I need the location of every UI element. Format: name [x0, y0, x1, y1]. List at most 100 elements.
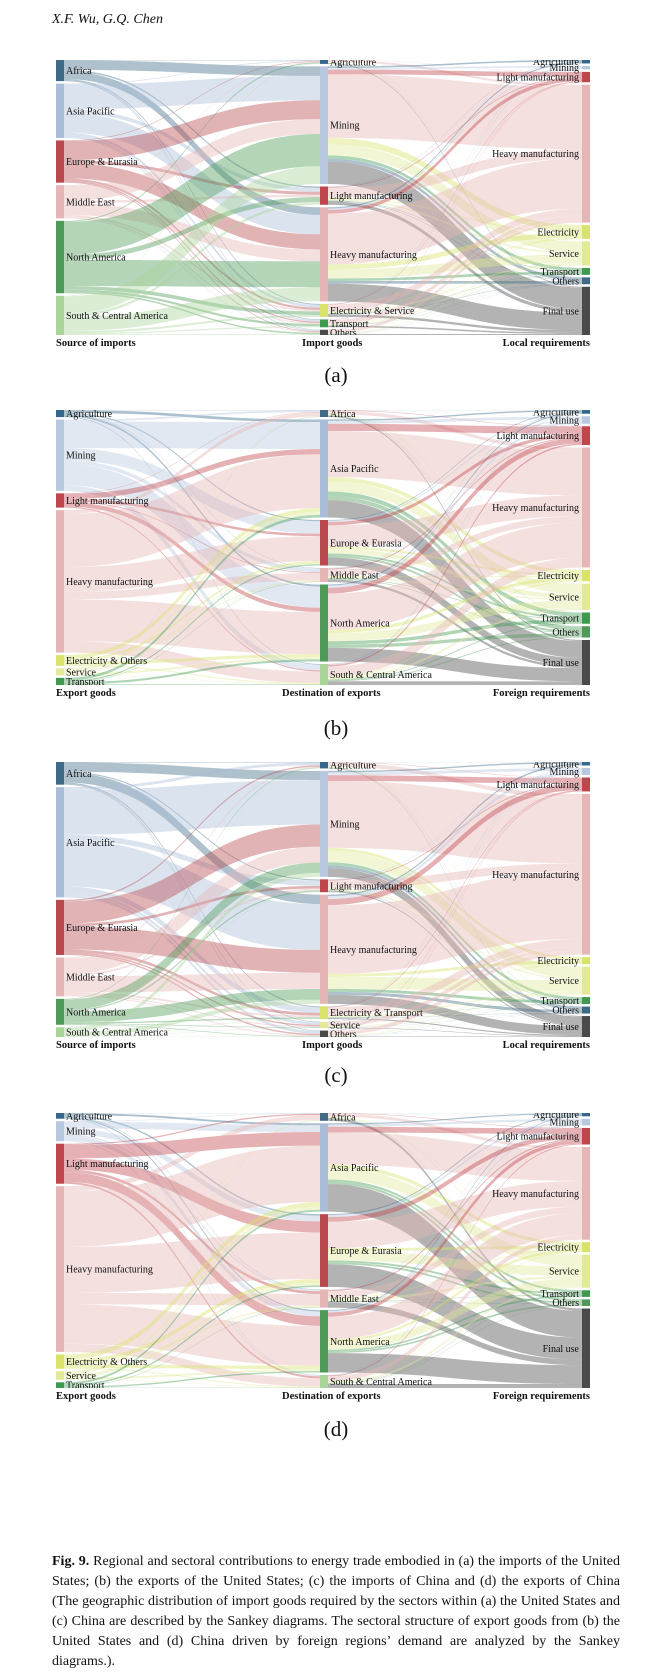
flow-links — [64, 60, 582, 335]
flow-link — [64, 1169, 320, 1295]
flow-link — [328, 238, 582, 325]
node-bar-light-manufacturing — [320, 186, 328, 205]
flow-link — [64, 180, 320, 323]
flow-link — [64, 1369, 320, 1380]
flow-link — [328, 1123, 582, 1291]
flow-link — [328, 412, 582, 586]
node-bar-middle-east — [320, 1289, 328, 1308]
node-bar-others — [582, 277, 590, 285]
flow-link — [64, 949, 320, 1016]
flow-link — [328, 516, 582, 577]
flow-link — [328, 577, 582, 634]
figure-caption: Fig. 9. Regional and sectoral contributi… — [52, 1552, 620, 1672]
flow-link — [328, 991, 582, 1013]
node-bar-others — [320, 1030, 328, 1037]
node-bar-asia-pacific — [320, 1123, 328, 1212]
flow-link — [64, 416, 320, 679]
flow-link — [328, 555, 582, 633]
flow-link — [328, 1262, 582, 1304]
sankey-diagram: Africa Asia Pacific Europe & Eurasia Middle… — [56, 762, 590, 1037]
flow-link — [64, 664, 320, 684]
flow-link — [64, 926, 320, 973]
flow-link — [328, 771, 582, 900]
node-bar-electricity-and-others — [56, 1354, 64, 1369]
flow-links — [64, 762, 582, 1037]
flow-link — [328, 161, 582, 310]
node-label-asia-pacific: Asia Pacific — [330, 1163, 379, 1174]
flow-link — [328, 219, 582, 333]
flow-link — [64, 641, 320, 683]
flow-link — [328, 889, 582, 981]
node-label-europe-and-eurasia: Europe & Eurasia — [330, 538, 402, 549]
flow-link — [328, 423, 582, 665]
flow-link — [328, 415, 582, 613]
flow-link — [328, 768, 582, 776]
flow-link — [64, 1116, 320, 1290]
flow-link — [328, 149, 582, 198]
flow-link — [64, 412, 320, 522]
node-bar-others — [320, 329, 328, 335]
node-bar-heavy-manufacturing — [582, 793, 590, 955]
flow-link — [64, 160, 320, 195]
flow-link — [328, 416, 582, 424]
node-label-agriculture: Agriculture — [533, 410, 580, 418]
node-bar-transport — [56, 1382, 64, 1388]
node-label-mining: Mining — [66, 451, 95, 462]
flow-link — [328, 60, 582, 73]
flow-link — [328, 410, 582, 427]
flow-link — [64, 765, 320, 902]
flow-link — [328, 600, 582, 642]
flow-link — [64, 135, 320, 322]
node-bar-final-use — [582, 286, 590, 335]
node-bar-others — [582, 626, 590, 638]
flow-link — [328, 1116, 582, 1256]
flow-link — [328, 200, 582, 272]
caption-label: Fig. 9. — [52, 1554, 90, 1569]
flow-link — [64, 1292, 320, 1306]
axis-label-left: Export goods — [56, 688, 116, 699]
nodes: Africa Asia Pacific Europe & Eurasia Middle… — [56, 60, 590, 335]
node-bar-electricity-and-others — [56, 655, 64, 666]
flow-link — [328, 1036, 582, 1037]
flow-link — [328, 783, 582, 881]
flow-link — [328, 1013, 582, 1037]
flow-link — [328, 254, 582, 279]
flow-link — [328, 62, 582, 269]
node-label-service: Service — [66, 667, 97, 678]
flow-link — [328, 1126, 582, 1135]
node-label-heavy-manufacturing: Heavy manufacturing — [492, 149, 579, 160]
flow-link — [328, 81, 582, 305]
flow-link — [328, 283, 582, 331]
node-bar-north-america — [56, 998, 64, 1025]
flow-link — [328, 960, 582, 977]
flow-link — [328, 993, 582, 1037]
node-bar-others — [582, 1006, 590, 1014]
node-label-service: Service — [330, 1020, 361, 1031]
flow-link — [328, 1304, 582, 1354]
flow-link — [328, 522, 582, 630]
sankey-panel-c: Africa Asia Pacific Europe & Eurasia Middle… — [56, 762, 616, 1087]
flow-link — [328, 871, 582, 974]
flow-link — [328, 1248, 582, 1299]
node-label-light-manufacturing: Light manufacturing — [497, 73, 579, 84]
flow-link — [328, 946, 582, 1027]
flow-link — [328, 1012, 582, 1019]
nodes: Africa Asia Pacific Europe & Eurasia Middle… — [56, 762, 590, 1037]
flow-link — [64, 514, 320, 681]
flow-link — [328, 283, 582, 315]
flow-link — [64, 1113, 320, 1122]
node-bar-electricity — [582, 225, 590, 239]
flow-link — [64, 1282, 320, 1377]
flow-link — [64, 581, 320, 673]
flow-link — [64, 412, 320, 514]
node-label-agriculture: Agriculture — [533, 1113, 580, 1121]
node-bar-europe-and-eurasia — [56, 899, 64, 955]
flow-link — [328, 1027, 582, 1037]
flow-link — [328, 850, 582, 979]
flow-link — [328, 144, 582, 253]
flow-link — [328, 1245, 582, 1252]
node-bar-service — [582, 241, 590, 266]
node-label-agriculture: Agriculture — [330, 762, 377, 772]
flow-link — [64, 674, 320, 685]
sankey-panel-d: Agriculture Mining Light manufacturing Heav… — [56, 1113, 616, 1441]
